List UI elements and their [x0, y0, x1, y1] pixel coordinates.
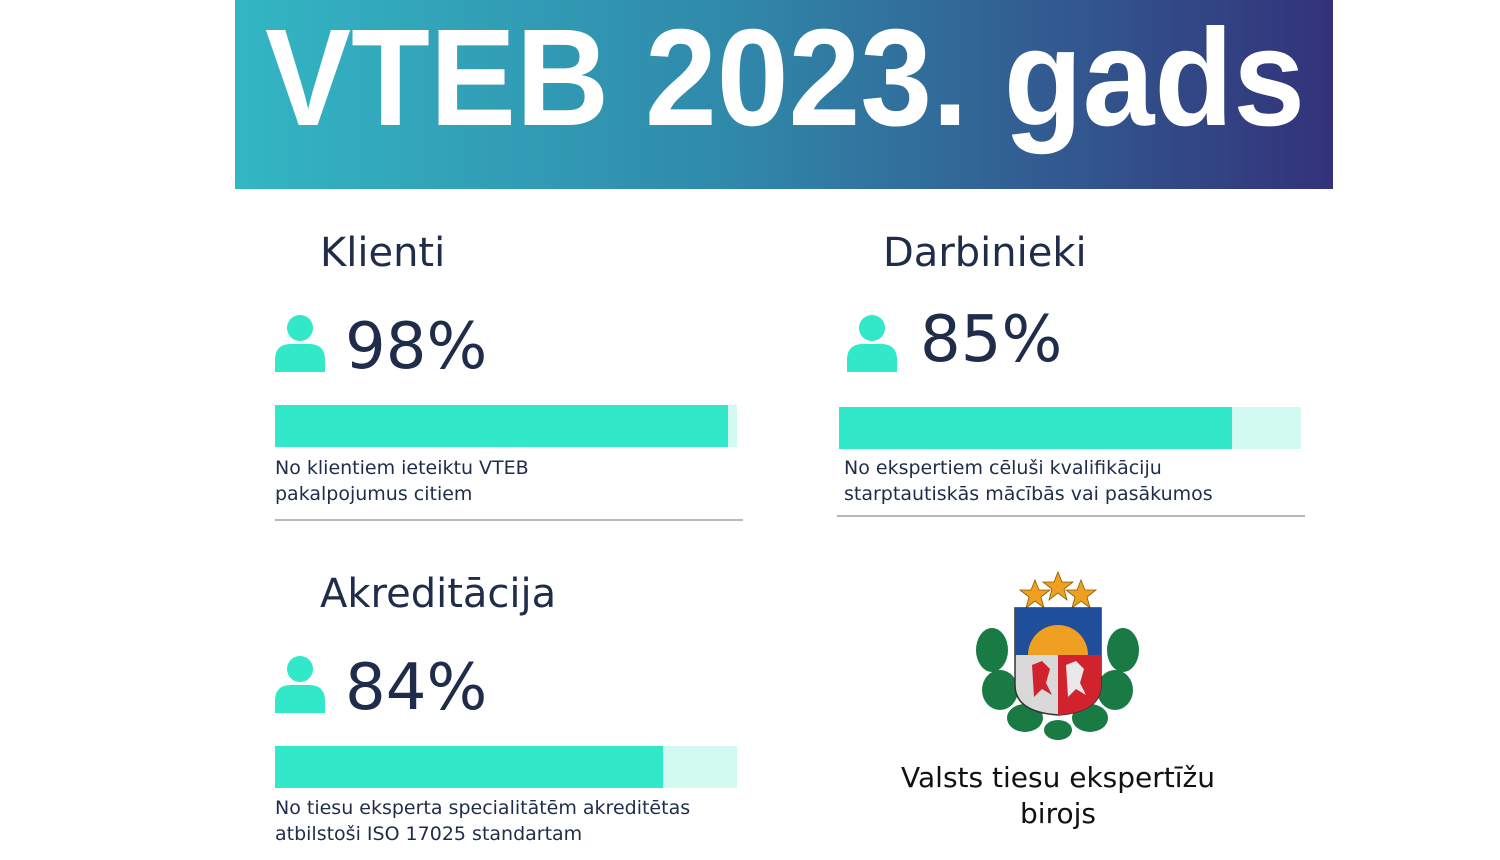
section-title-darbinieki: Darbinieki [883, 230, 1087, 276]
description-line: starptautiskās mācībās vai pasākumos [844, 483, 1213, 505]
person-icon [275, 656, 325, 713]
progress-bar-klienti [275, 405, 737, 447]
stat-value-akreditacija: 84% [345, 651, 488, 725]
organization-name-line: Valsts tiesu ekspertīžu [901, 761, 1215, 794]
organization-name-line: birojs [1020, 797, 1096, 830]
description-line: atbilstoši ISO 17025 standartam [275, 823, 583, 845]
stat-value-klienti: 98% [345, 310, 488, 384]
title-banner: VTEB 2023. gads [235, 0, 1333, 189]
progress-fill [275, 746, 664, 788]
coat-of-arms-logo [976, 570, 1139, 740]
progress-fill [839, 407, 1232, 449]
stat-value-darbinieki: 85% [920, 303, 1063, 377]
description-line: No tiesu eksperta specialitātēm akreditē… [275, 797, 691, 819]
section-title-klienti: Klienti [320, 230, 446, 276]
person-icon [847, 315, 897, 372]
stat-description-akreditacija: No tiesu eksperta specialitātēm akreditē… [275, 795, 690, 847]
description-line: pakalpojumus citiem [275, 483, 473, 505]
banner-title-svg: VTEB 2023. gads [265, 1, 1305, 155]
description-line: No klientiem ieteiktu VTEB [275, 457, 529, 479]
progress-bar-akreditacija [275, 746, 737, 788]
progress-fill [275, 405, 728, 447]
section-title-akreditacija: Akreditācija [320, 571, 557, 617]
progress-bar-darbinieki [839, 407, 1301, 449]
stat-description-klienti: No klientiem ieteiktu VTEB pakalpojumus c… [275, 455, 529, 507]
stat-description-darbinieki: No ekspertiem cēluši kvalifikāciju starpt… [844, 455, 1213, 507]
organization-name: Valsts tiesu ekspertīžu birojs [880, 760, 1236, 832]
person-icon [275, 315, 325, 372]
divider [275, 519, 743, 521]
divider [837, 515, 1305, 517]
description-line: No ekspertiem cēluši kvalifikāciju [844, 457, 1162, 479]
banner-title: VTEB 2023. gads [265, 1, 1305, 155]
